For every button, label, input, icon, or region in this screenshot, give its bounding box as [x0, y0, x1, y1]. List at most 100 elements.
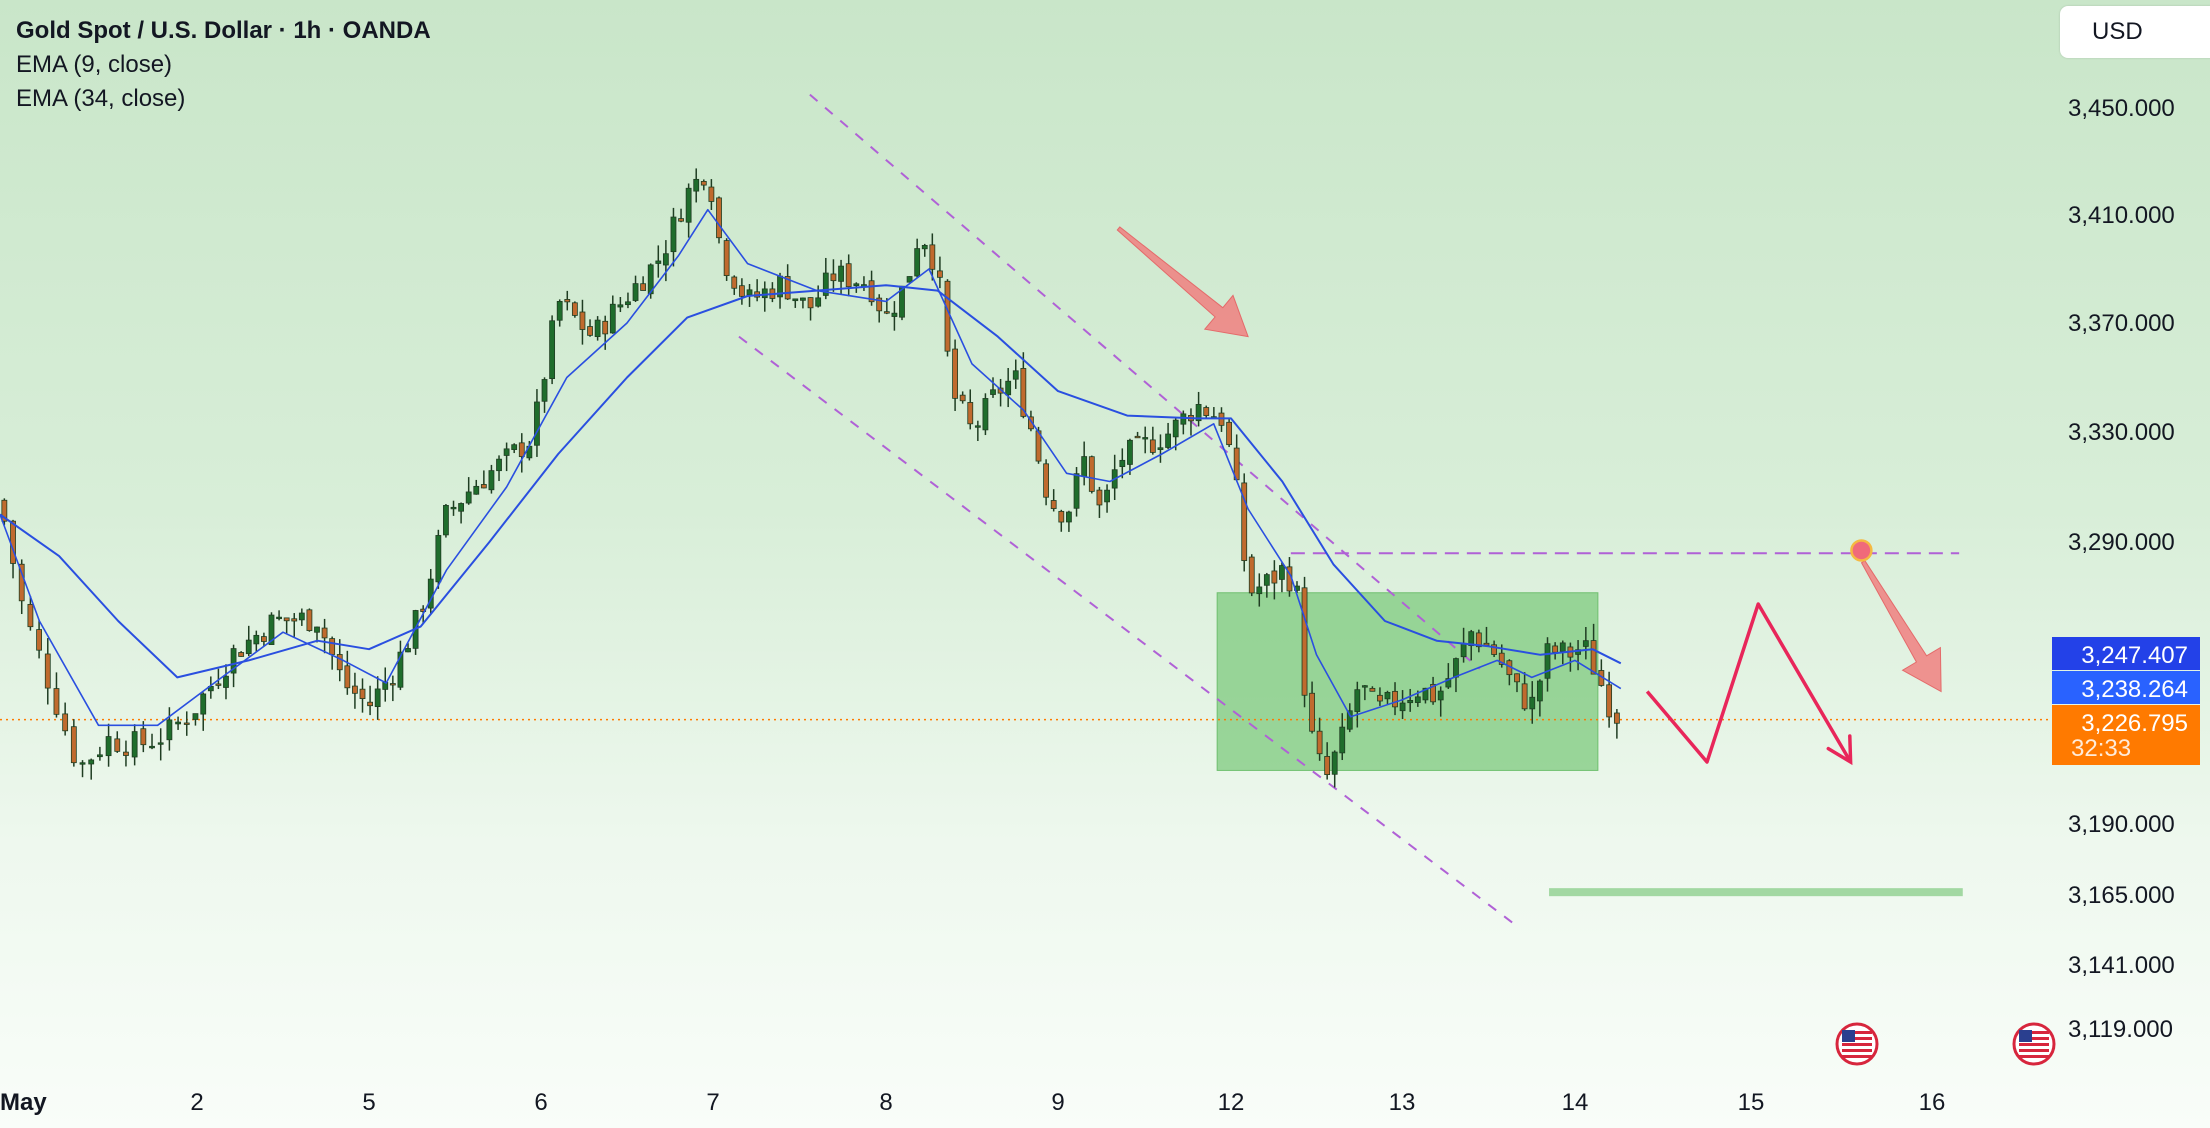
candle-up	[1453, 658, 1459, 678]
candle	[594, 316, 601, 341]
candle	[443, 503, 449, 538]
bearish-arrow-top	[1116, 226, 1249, 338]
candle-down	[1613, 712, 1620, 724]
candle-up	[1559, 642, 1566, 652]
candle-up	[1575, 649, 1581, 655]
candle-down	[1491, 644, 1498, 655]
candle	[1088, 455, 1095, 494]
candle	[708, 179, 715, 211]
candle	[891, 301, 898, 331]
candle	[1346, 703, 1353, 733]
candle	[223, 664, 229, 700]
candle	[1119, 448, 1126, 479]
candle-down	[1088, 456, 1095, 492]
candle	[1203, 405, 1210, 419]
candle	[1005, 367, 1012, 408]
candle	[617, 296, 624, 313]
candle	[549, 315, 556, 385]
price-tick-label: 3,290.000	[2068, 529, 2175, 556]
candle	[1134, 431, 1141, 439]
candle-down	[1096, 489, 1103, 506]
candle	[1399, 690, 1406, 720]
candle-down	[1271, 570, 1278, 584]
candle	[1226, 418, 1233, 448]
flag-stripe	[1842, 1037, 1872, 1040]
candle-up	[79, 762, 86, 765]
candle-up	[314, 626, 320, 633]
candle-up	[1361, 685, 1368, 688]
candle	[815, 285, 822, 308]
candle-down	[1020, 368, 1027, 417]
candle-up	[1460, 642, 1467, 658]
candle-up	[405, 648, 411, 653]
time-tick-label: May	[0, 1089, 47, 1116]
price-tick-label: 3,165.000	[2068, 882, 2175, 909]
candle	[967, 389, 974, 430]
candle-up	[693, 178, 700, 192]
candle	[662, 240, 669, 282]
candle-up	[906, 276, 913, 283]
projection-arrowhead	[1826, 734, 1853, 766]
candle	[175, 716, 181, 730]
candle-up	[1339, 726, 1346, 754]
candle-up	[1256, 586, 1263, 595]
candle-down	[1043, 463, 1049, 498]
candle-up	[990, 389, 996, 395]
candle	[253, 630, 260, 653]
candle	[344, 650, 351, 695]
countdown-text: 32:33	[2071, 735, 2131, 762]
candle	[1430, 676, 1436, 705]
candle	[937, 256, 943, 289]
time-tick-label: 15	[1738, 1089, 1765, 1116]
candle-down	[1430, 683, 1436, 703]
candle-up	[473, 485, 480, 495]
candle-up	[662, 253, 669, 266]
candle-down	[53, 688, 60, 715]
last-price-badge-text: 3,226.795	[2081, 710, 2188, 737]
candle	[1521, 672, 1528, 711]
candle	[44, 638, 51, 705]
candle	[670, 207, 677, 267]
flag-stripe	[2019, 1055, 2049, 1058]
ema-9-line	[0, 208, 1622, 727]
candle	[27, 595, 34, 631]
time-tick-label: 13	[1389, 1089, 1416, 1116]
candle	[157, 728, 164, 761]
candle	[556, 299, 563, 327]
price-tick-label: 3,370.000	[2068, 310, 2175, 337]
candle-down	[10, 520, 16, 564]
candle	[435, 529, 442, 589]
candle	[183, 711, 190, 736]
indicator-ema-34[interactable]: EMA (34, close)	[16, 85, 186, 112]
candle-down	[1149, 439, 1156, 453]
candle	[192, 713, 199, 726]
candle-up	[458, 503, 465, 512]
currency-button[interactable]: USD	[2060, 6, 2210, 58]
candle-down	[1, 499, 8, 522]
candle	[1613, 709, 1620, 739]
candle-up	[88, 759, 95, 765]
candle	[609, 295, 616, 334]
candle-up	[96, 754, 103, 758]
candle-down	[830, 273, 837, 282]
candle-up	[1172, 419, 1179, 438]
candle	[306, 608, 313, 632]
candle-up	[496, 458, 502, 472]
time-tick-label: 8	[879, 1089, 892, 1116]
candle	[1157, 434, 1164, 463]
candle-up	[1073, 473, 1080, 509]
candle-up	[853, 283, 860, 287]
price-tick-label: 3,450.000	[2068, 95, 2175, 122]
candle-up	[1437, 690, 1444, 701]
candle	[784, 264, 791, 300]
indicator-ema-9[interactable]: EMA (9, close)	[16, 51, 173, 78]
flag-stripe	[2019, 1031, 2049, 1034]
candle-down	[1241, 482, 1248, 562]
candle	[1195, 391, 1202, 427]
time-tick-label: 2	[190, 1089, 203, 1116]
us-flag-icon-2	[2012, 1022, 2056, 1066]
candle-up	[268, 614, 275, 645]
candle-down	[678, 218, 684, 222]
